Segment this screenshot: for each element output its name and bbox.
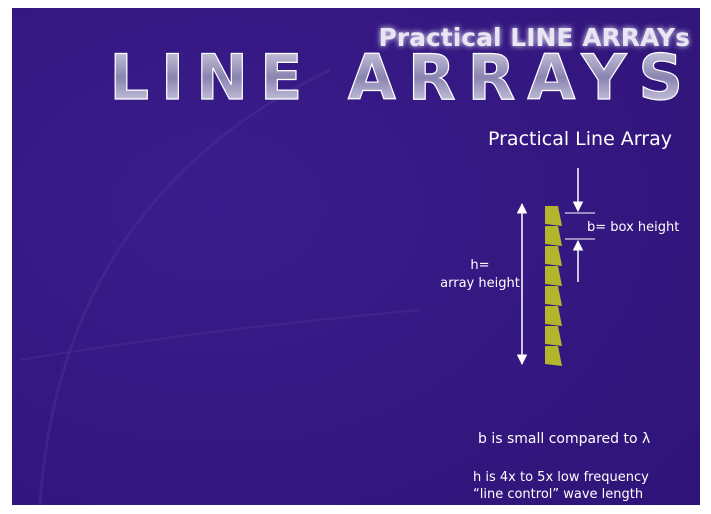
label: b= box height [587, 220, 679, 235]
box [545, 226, 562, 246]
bg-shape [19, 309, 421, 361]
box [545, 246, 562, 266]
bg-shape [38, 68, 331, 506]
note: b is small compared to λ [478, 431, 650, 447]
background [12, 8, 700, 505]
box [545, 326, 562, 346]
box [545, 306, 562, 326]
label: array height [440, 276, 520, 291]
note: “line control” wave length [473, 487, 643, 502]
slide-title: LINE ARRAYS [110, 41, 695, 114]
box [545, 266, 562, 286]
box [545, 206, 562, 226]
box [545, 346, 562, 366]
label: h= [470, 258, 489, 273]
slide-subtitle: Practical LINE ARRAYs [378, 23, 690, 52]
note: h is 4x to 5x low frequency [473, 470, 649, 485]
heading: Practical Line Array [488, 128, 672, 150]
speaker-stack [545, 206, 562, 366]
box [545, 286, 562, 306]
